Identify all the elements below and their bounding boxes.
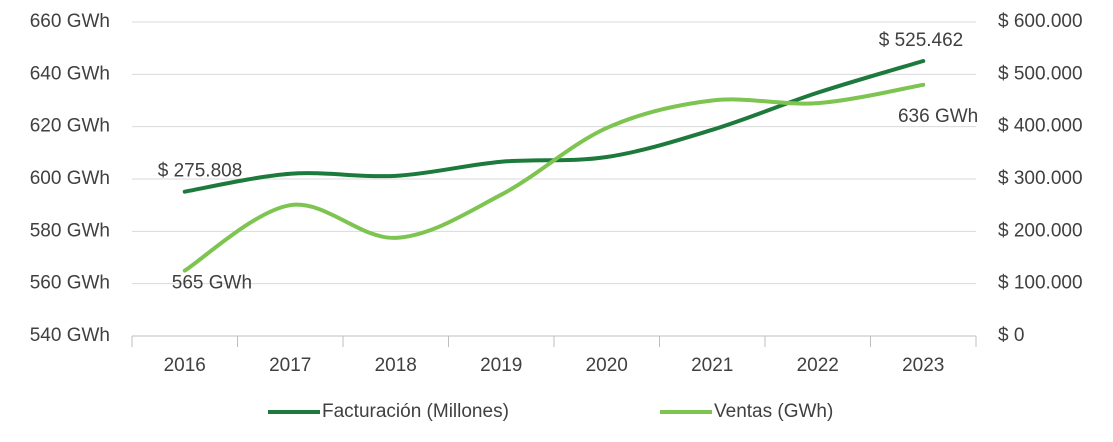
y2-tick-label: $ 400.000	[998, 116, 1083, 137]
y-tick-label: 640 GWh	[30, 63, 110, 84]
x-tick-label: 2018	[375, 355, 417, 376]
data-label: $ 525.462	[879, 30, 964, 51]
y2-tick-label: $ 300.000	[998, 168, 1083, 189]
x-tick-label: 2023	[902, 355, 944, 376]
data-label: 565 GWh	[172, 273, 252, 294]
y2-tick-label: $ 500.000	[998, 63, 1083, 84]
x-tick-label: 2017	[269, 355, 311, 376]
x-tick-label: 2019	[480, 355, 522, 376]
x-tick-label: 2016	[164, 355, 206, 376]
y2-tick-label: $ 0	[998, 325, 1024, 346]
y2-tick-label: $ 100.000	[998, 273, 1083, 294]
y2-tick-label: $ 200.000	[998, 220, 1083, 241]
legend-label: Facturación (Millones)	[322, 401, 509, 422]
series-line	[182, 82, 926, 273]
y-tick-label: 660 GWh	[30, 11, 110, 32]
y2-tick-label: $ 600.000	[998, 11, 1083, 32]
data-label: $ 275.808	[158, 161, 243, 182]
x-tick-label: 2021	[691, 355, 733, 376]
x-tick-label: 2022	[797, 355, 839, 376]
y-tick-label: 580 GWh	[30, 220, 110, 241]
y-tick-label: 620 GWh	[30, 116, 110, 137]
y-tick-label: 600 GWh	[30, 168, 110, 189]
data-label: 636 GWh	[898, 106, 978, 127]
x-tick-label: 2020	[586, 355, 628, 376]
y-tick-label: 540 GWh	[30, 325, 110, 346]
legend-label: Ventas (GWh)	[714, 401, 833, 422]
y-tick-label: 560 GWh	[30, 273, 110, 294]
